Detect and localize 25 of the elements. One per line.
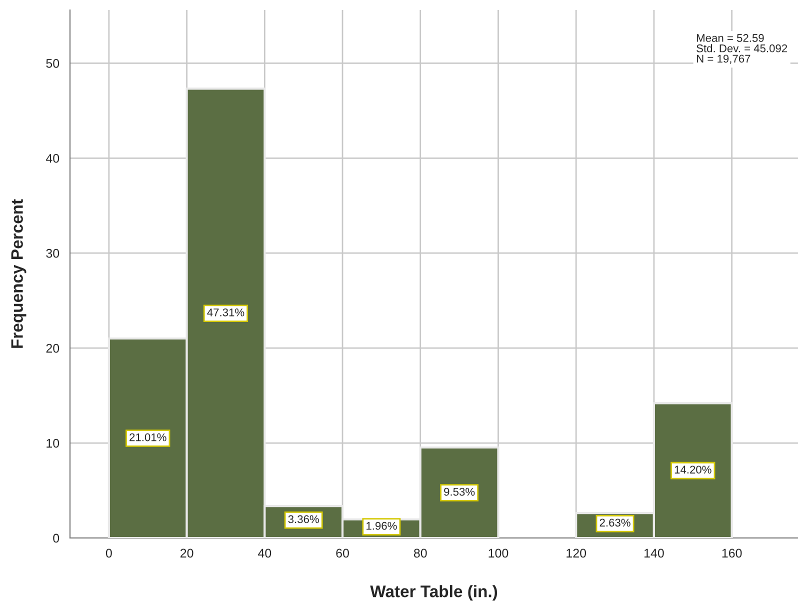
data-label: 47.31%: [207, 308, 244, 316]
data-label: 3.36%: [288, 515, 319, 524]
data-label: 9.53%: [444, 488, 475, 496]
y-tick-label: 30: [46, 248, 60, 258]
y-tick-label: 40: [46, 154, 60, 163]
x-tick-label: 160: [722, 548, 742, 558]
x-tick-label: 140: [644, 548, 664, 558]
data-label: 21.01%: [130, 433, 166, 442]
data-label: 2.63%: [600, 518, 630, 527]
x-tick-label: 40: [258, 548, 272, 558]
y-tick-label: 20: [46, 344, 60, 353]
data-label: 1.96%: [366, 522, 397, 530]
x-tick-label: 20: [180, 548, 194, 558]
x-axis-title: Water Table (in.): [370, 585, 498, 601]
y-axis-title: Frequency Percent: [11, 199, 26, 348]
x-tick-label: 100: [488, 548, 508, 558]
y-tick-label: 0: [53, 534, 60, 543]
x-tick-label: 0: [106, 548, 112, 558]
x-tick-label: 60: [336, 548, 349, 558]
x-tick-label: 80: [414, 548, 427, 558]
annotation: Mean = 52.59 Std. Dev. = 45.092 N = 19,767: [696, 34, 788, 64]
y-tick-label: 50: [46, 58, 60, 68]
data-label: 14.20%: [674, 466, 712, 474]
y-tick-label: 10: [46, 438, 60, 448]
x-tick-label: 120: [566, 548, 586, 558]
